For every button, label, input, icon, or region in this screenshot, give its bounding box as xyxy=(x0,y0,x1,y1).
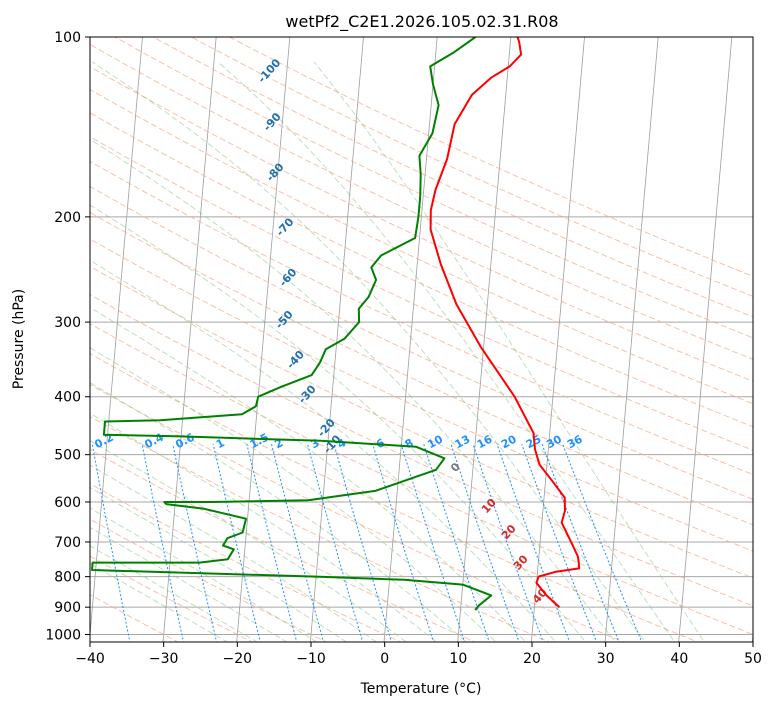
x-tick-label: −40 xyxy=(75,651,105,667)
x-tick-label: 20 xyxy=(523,651,541,667)
y-axis-ticks: 100 200 300 400 500 600 700 800 900 1000 xyxy=(45,30,90,644)
y-tick-label: 200 xyxy=(54,210,81,226)
y-tick-label: 800 xyxy=(54,570,81,586)
y-tick-label: 400 xyxy=(54,390,81,406)
y-tick-label: 700 xyxy=(54,535,81,551)
isotherm-line xyxy=(752,37,775,647)
x-axis-ticks: −40 −30 −20 −10 0 10 20 30 40 50 xyxy=(75,642,762,667)
y-tick-label: 100 xyxy=(54,30,81,46)
x-tick-label: 50 xyxy=(744,651,762,667)
y-tick-label: 600 xyxy=(54,495,81,511)
x-tick-label: −30 xyxy=(149,651,179,667)
y-tick-label: 300 xyxy=(54,315,81,331)
y-axis-label: Pressure (hPa) xyxy=(11,289,27,389)
x-tick-label: 30 xyxy=(597,651,615,667)
y-tick-label: 1000 xyxy=(45,628,81,644)
x-tick-label: 40 xyxy=(670,651,688,667)
x-tick-label: 0 xyxy=(380,651,389,667)
x-axis-label: Temperature (°C) xyxy=(360,681,482,697)
y-tick-label: 500 xyxy=(54,448,81,464)
x-tick-label: −10 xyxy=(296,651,326,667)
chart-title: wetPf2_C2E1.2026.105.02.31.R08 xyxy=(285,12,558,32)
y-tick-label: 900 xyxy=(54,600,81,616)
x-tick-label: 10 xyxy=(449,651,467,667)
x-tick-label: −20 xyxy=(223,651,253,667)
